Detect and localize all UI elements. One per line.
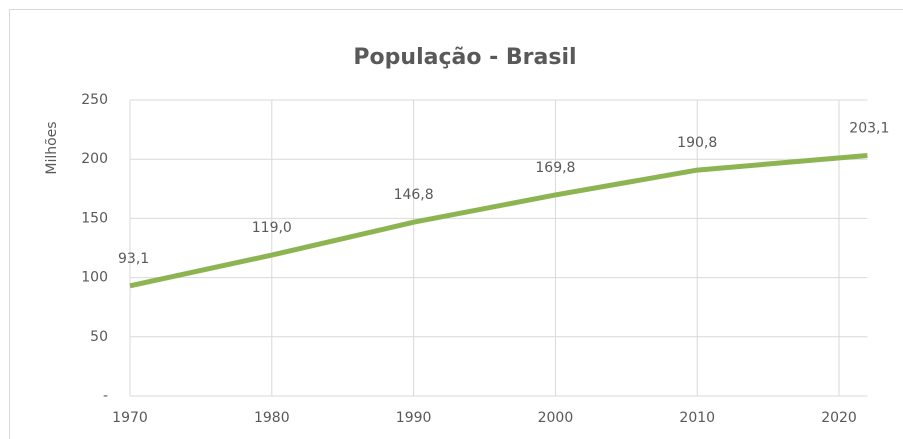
data-label: 190,8	[677, 135, 717, 151]
x-tick-label: 1970	[112, 410, 148, 426]
y-tick-label: 50	[90, 329, 108, 345]
y-tick-label: 100	[81, 270, 108, 286]
x-tick-label: 2000	[538, 410, 574, 426]
y-tick-label: -	[103, 388, 108, 404]
x-tick-label: 1990	[396, 410, 432, 426]
x-tick-label: 2010	[679, 410, 715, 426]
y-axis-label: Milhões	[44, 121, 60, 174]
data-line	[129, 153, 868, 289]
y-tick-label: 150	[81, 210, 108, 226]
data-label: 146,8	[394, 187, 434, 203]
y-tick-label: 200	[81, 151, 108, 167]
chart-frame	[9, 9, 903, 439]
data-label: 169,8	[535, 160, 575, 176]
x-tick-label: 2020	[821, 410, 857, 426]
data-label: 93,1	[118, 251, 149, 267]
chart-title: População - Brasil	[353, 45, 576, 70]
data-label: 203,1	[849, 121, 889, 137]
y-tick-label: 250	[81, 92, 108, 108]
x-tick-label: 1980	[254, 410, 290, 426]
data-label: 119,0	[252, 220, 292, 236]
